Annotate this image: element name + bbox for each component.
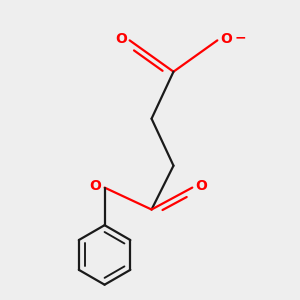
Text: O: O [89, 179, 101, 193]
Text: O: O [196, 179, 208, 193]
Text: O: O [220, 32, 232, 46]
Text: O: O [115, 32, 127, 46]
Text: −: − [234, 31, 246, 45]
